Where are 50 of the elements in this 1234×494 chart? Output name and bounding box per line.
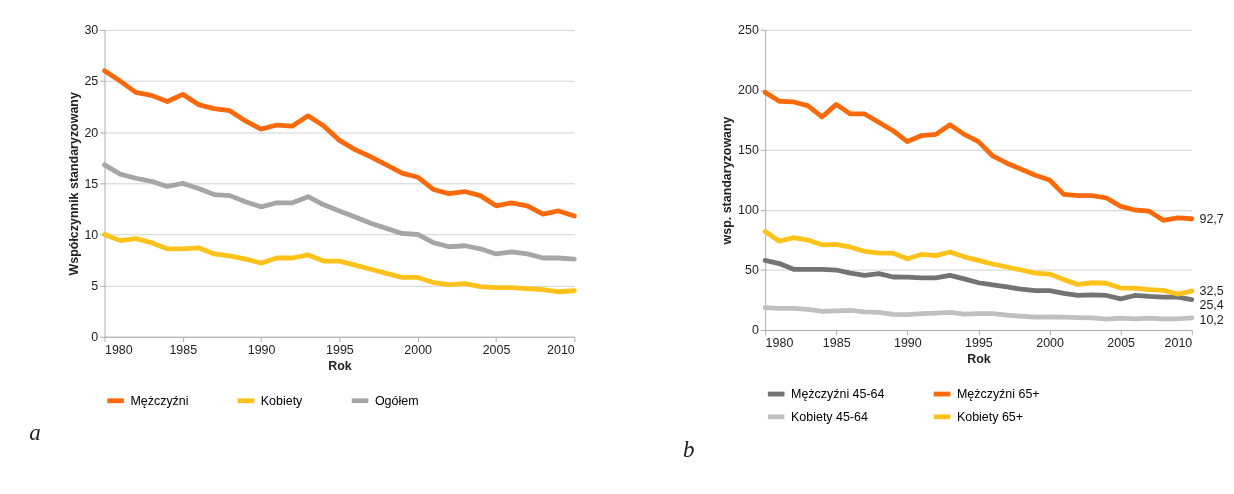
x-tick-label: 1985	[169, 342, 198, 357]
line-series	[102, 68, 577, 219]
y-tick-label: 200	[738, 83, 759, 98]
legend-label: Kobiety 65+	[956, 409, 1024, 424]
x-axis-title: Rok	[967, 352, 991, 367]
y-tick-label: 150	[738, 143, 759, 158]
legend-label: Mężczyźni 65+	[956, 386, 1040, 401]
y-tick-label: 100	[738, 203, 759, 218]
line-series	[762, 305, 1195, 322]
line-series	[762, 229, 1195, 297]
x-tick-label: 1995	[965, 335, 993, 350]
legend-label: Mężczyźni 45-64	[791, 386, 885, 401]
legend-label: Kobiety	[260, 393, 304, 408]
y-tick-label: 25	[84, 74, 99, 89]
y-tick-label: 20	[84, 125, 99, 140]
y-tick-label: 50	[745, 263, 759, 278]
x-tick-label: 1990	[247, 342, 276, 357]
x-tick-label: 2000	[1036, 335, 1064, 350]
legend-label: Kobiety 45-64	[791, 409, 868, 424]
data-label: 25,4	[1199, 298, 1224, 313]
x-tick-label: 2010	[1164, 335, 1193, 350]
y-tick-label: 0	[91, 330, 99, 345]
x-tick-label: 2005	[1107, 335, 1136, 350]
data-label: 32,5	[1199, 283, 1224, 298]
x-tick-label: 1980	[765, 335, 794, 350]
line-series	[762, 89, 1195, 223]
y-axis-title: Współczynnik standaryzowany	[66, 92, 81, 276]
data-label: 92,7	[1199, 211, 1224, 226]
x-tick-label: 1985	[822, 335, 851, 350]
x-axis-title: Rok	[328, 358, 352, 373]
y-tick-label: 250	[738, 23, 759, 38]
y-tick-label: 10	[84, 227, 99, 242]
y-tick-label: 30	[84, 23, 99, 38]
legend-label: Ogółem	[374, 393, 419, 408]
text: a	[29, 419, 41, 446]
x-tick-label: 1990	[893, 335, 922, 350]
x-tick-label: 1980	[104, 342, 133, 357]
y-axis-title: wsp. standaryzowany	[720, 116, 735, 246]
legend-label: Mężczyźni	[130, 393, 189, 408]
y-tick-label: 5	[91, 278, 99, 293]
y-tick-label: 15	[84, 176, 99, 191]
x-tick-label: 2005	[482, 342, 511, 357]
line-series	[762, 258, 1195, 302]
x-tick-label: 2010	[547, 342, 575, 357]
data-label: 10,2	[1199, 312, 1224, 327]
text: b	[682, 435, 695, 462]
x-tick-label: 2000	[404, 342, 433, 357]
y-tick-label: 0	[751, 323, 759, 338]
line-series	[102, 232, 577, 295]
x-tick-label: 1995	[326, 342, 354, 357]
